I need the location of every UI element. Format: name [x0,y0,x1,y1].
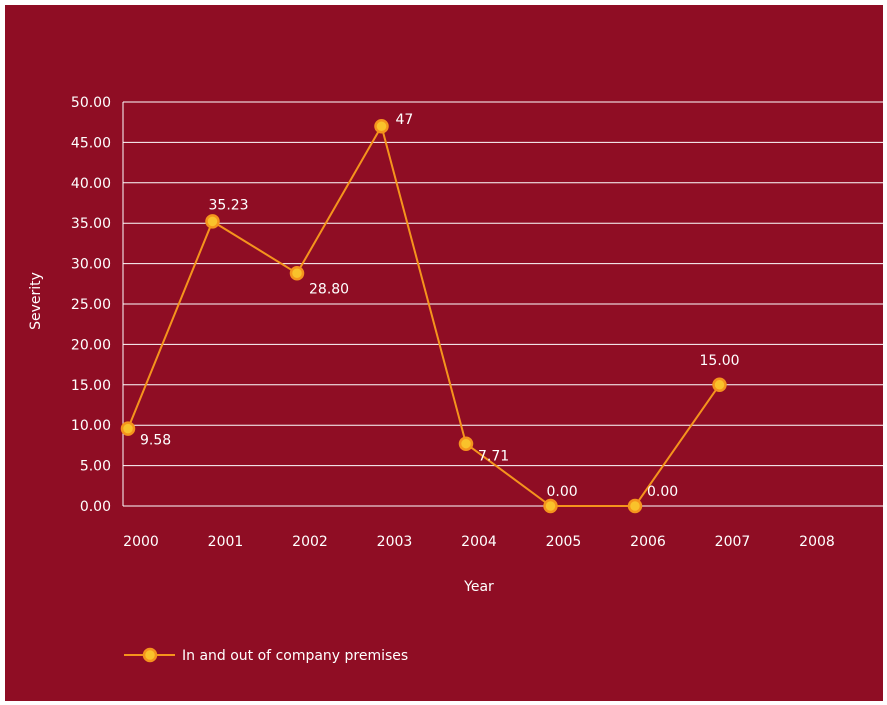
x-tick-label: 2005 [546,534,582,550]
x-tick-label: 2007 [715,534,751,550]
y-tick-label: 40.00 [71,176,111,192]
data-label: 0.00 [547,484,578,500]
x-tick-label: 2006 [630,534,666,550]
y-tick-label: 0.00 [80,499,111,515]
data-labels: 9.58 35.23 28.80 47 7.71 0.00 0.00 15.00 [140,112,740,500]
x-tick-label: 2003 [377,534,413,550]
legend-marker-swatch [142,647,158,663]
series-polyline [127,123,721,507]
y-tick-label: 10.00 [71,418,111,434]
x-tick-label: 2002 [292,534,328,550]
data-label: 15.00 [700,353,740,369]
grid-lines [123,101,883,507]
data-label: 47 [396,112,414,128]
data-label: 28.80 [309,281,349,297]
x-tick-label: 2001 [208,534,244,550]
data-point [289,266,305,281]
legend: In and out of company premises [124,647,408,664]
data-label: 7.71 [478,449,509,465]
data-point [120,421,136,436]
x-axis-label: Year [463,579,494,595]
y-axis-label: Severity [28,272,44,330]
data-label: 35.23 [209,197,249,213]
y-tick-label: 50.00 [71,95,111,111]
data-label: 9.58 [140,433,171,449]
data-point [374,118,389,134]
x-tick-label: 2004 [461,534,497,550]
x-tick-label: 2000 [123,534,159,550]
x-tick-labels: 2000 2001 2002 2003 2004 2005 2006 2007 2008 [123,534,835,550]
line-chart: 0.00 5.00 10.00 15.00 20.00 25.00 30.00 35.00 40… [28,95,883,664]
data-point [543,498,558,514]
legend-label: In and out of company premises [182,648,408,664]
data-point [712,377,727,393]
y-tick-label: 25.00 [71,297,111,313]
data-point [205,214,220,229]
y-tick-labels: 0.00 5.00 10.00 15.00 20.00 25.00 30.00 35.00 40… [71,95,111,515]
data-label: 0.00 [647,484,678,500]
y-tick-label: 15.00 [71,378,111,394]
y-tick-label: 5.00 [80,459,111,475]
data-points [120,118,727,514]
chart-panel: 0.00 5.00 10.00 15.00 20.00 25.00 30.00 35.00 40… [5,5,883,701]
y-tick-label: 45.00 [71,135,111,151]
x-tick-label: 2008 [799,534,835,550]
series-line [127,123,721,507]
y-tick-label: 35.00 [71,216,111,232]
y-tick-label: 30.00 [71,257,111,273]
axes [122,102,883,507]
data-point [627,498,643,514]
y-tick-label: 20.00 [71,337,111,353]
data-point [458,436,474,451]
